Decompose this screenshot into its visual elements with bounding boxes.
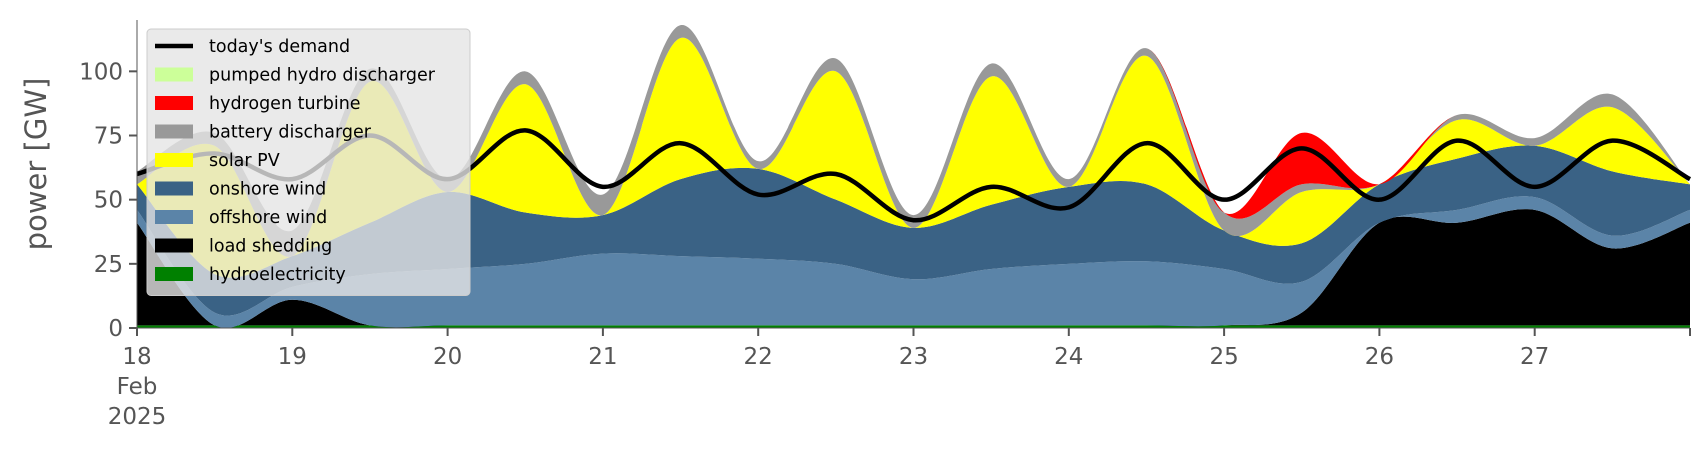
y-tick-label: 0 xyxy=(108,316,123,342)
legend-swatch xyxy=(155,238,193,253)
legend-label: offshore wind xyxy=(209,208,327,228)
x-tick-label-month: Feb xyxy=(117,374,158,400)
y-tick-label: 50 xyxy=(94,188,123,214)
legend-swatch xyxy=(155,210,193,224)
area-load-shedding xyxy=(137,209,1690,329)
legend-swatch xyxy=(155,96,193,110)
y-tick-label: 75 xyxy=(94,124,123,150)
x-tick-label: 22 xyxy=(744,344,773,370)
x-tick-label: 18 xyxy=(122,344,151,370)
area-solar-pv xyxy=(137,37,1690,278)
y-axis-title: power [GW] xyxy=(19,78,53,251)
legend-swatch xyxy=(155,181,193,196)
axes: 0 25 50 75 100 18 Feb 2025 19 20 21 22 23 24 25 26 27 xyxy=(79,20,1691,430)
x-tick-label: 27 xyxy=(1520,344,1549,370)
area-battery-discharger xyxy=(137,24,1690,257)
legend: today's demand pumped hydro discharger hyd… xyxy=(146,28,471,296)
x-tick-label: 21 xyxy=(588,344,617,370)
stacked-areas xyxy=(137,24,1690,329)
area-offshore-wind xyxy=(137,196,1690,329)
area-hydroelectricity xyxy=(137,325,1690,328)
y-tick-label: 100 xyxy=(79,59,123,85)
x-tick-label: 25 xyxy=(1209,344,1238,370)
legend-label: solar PV xyxy=(209,151,280,171)
legend-label: battery discharger xyxy=(209,123,372,143)
area-onshore-wind xyxy=(137,145,1690,316)
legend-label: load shedding xyxy=(209,237,332,257)
x-tick-label: 20 xyxy=(433,344,462,370)
legend-label: onshore wind xyxy=(209,180,326,200)
x-tick-label: 24 xyxy=(1054,344,1083,370)
legend-label: pumped hydro discharger xyxy=(209,66,436,86)
x-tick-label: 23 xyxy=(899,344,928,370)
legend-swatch xyxy=(155,267,193,281)
legend-label: hydroelectricity xyxy=(209,265,346,285)
legend-swatch xyxy=(155,153,193,167)
legend-label: today's demand xyxy=(209,37,350,57)
y-tick-label: 25 xyxy=(94,252,123,278)
legend-label: hydrogen turbine xyxy=(209,94,361,114)
legend-swatch xyxy=(155,124,193,139)
legend-swatch xyxy=(155,67,193,82)
x-tick-label: 19 xyxy=(278,344,307,370)
x-tick-label-year: 2025 xyxy=(108,404,167,430)
legend-box xyxy=(146,28,471,296)
area-hydrogen-turbine xyxy=(137,24,1690,232)
x-tick-label: 26 xyxy=(1365,344,1394,370)
